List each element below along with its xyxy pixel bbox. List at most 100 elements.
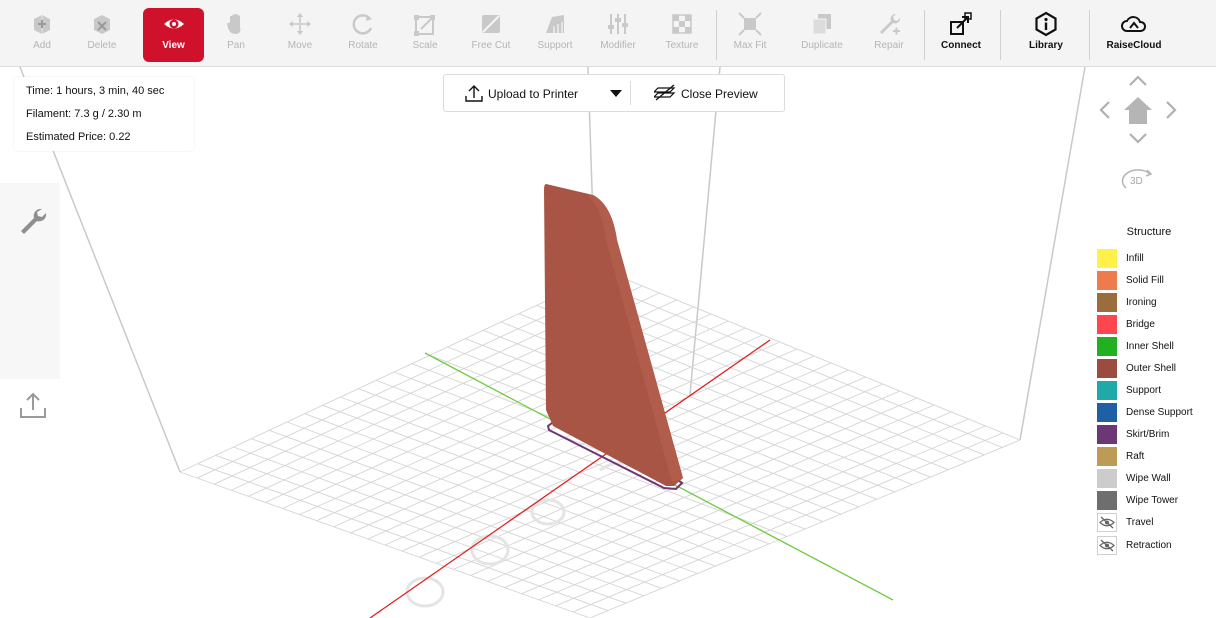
legend-label: Travel: [1126, 517, 1154, 528]
sliced-model: [544, 184, 683, 486]
legend-label: Wipe Wall: [1126, 473, 1171, 484]
delete-icon: [94, 15, 110, 34]
retraction-toggle[interactable]: [1097, 536, 1117, 555]
scale-button[interactable]: Scale: [399, 8, 451, 64]
eye-icon: [163, 19, 184, 29]
x-axis-line: [369, 339, 771, 618]
modifier-button[interactable]: Modifier: [592, 8, 644, 64]
connect-icon: [950, 12, 972, 35]
legend-label: Infill: [1126, 253, 1144, 264]
grid-line: [589, 439, 1021, 618]
travel-toggle[interactable]: [1097, 513, 1117, 532]
close-preview-button[interactable]: Close Preview: [681, 87, 758, 101]
wrench-plus-icon: [880, 13, 901, 35]
library-button[interactable]: Library: [1016, 8, 1076, 64]
texture-label: Texture: [665, 40, 699, 51]
main-toolbar: Add Delete View Pan Move Rotate Scale Fr…: [0, 0, 1216, 67]
view-left-icon[interactable]: [1097, 96, 1113, 124]
move-arrows-icon: [289, 13, 311, 35]
rotate-button[interactable]: Rotate: [337, 8, 389, 64]
grid-line: [589, 279, 1003, 448]
legend-swatch: [1097, 447, 1117, 466]
duplicate-label: Duplicate: [801, 40, 843, 51]
caret-down-icon[interactable]: [610, 90, 622, 98]
cloud-icon: [1121, 16, 1147, 32]
left-side-panel: [0, 183, 60, 379]
toolbar-divider: [1000, 10, 1001, 60]
move-button[interactable]: Move: [274, 8, 326, 64]
view-up-icon[interactable]: [1124, 72, 1152, 88]
move-label: Move: [287, 40, 313, 51]
toolbar-divider: [716, 10, 717, 60]
legend-label: Skirt/Brim: [1126, 429, 1170, 440]
estimated-price: Estimated Price: 0.22: [26, 131, 131, 143]
structure-legend: Structure Infill Solid Fill Ironing Brid…: [1088, 216, 1210, 569]
legend-swatch: [1097, 403, 1117, 422]
connect-button[interactable]: Connect: [931, 8, 991, 64]
raisecloud-label: RaiseCloud: [1106, 40, 1162, 51]
legend-label: Retraction: [1126, 540, 1172, 551]
3d-view-button[interactable]: 3D: [1120, 166, 1156, 194]
scale-icon: [414, 15, 435, 36]
delete-label: Delete: [87, 40, 117, 51]
action-divider: [630, 81, 631, 105]
eye-slash-icon: [1099, 539, 1115, 552]
scale-label: Scale: [412, 40, 438, 51]
legend-swatch: [1097, 491, 1117, 510]
home-view-icon[interactable]: [1121, 94, 1155, 126]
wrench-icon[interactable]: [18, 207, 48, 237]
eye-slash-icon: [1099, 516, 1115, 529]
legend-label: Outer Shell: [1126, 363, 1177, 374]
duplicate-icon: [812, 14, 831, 35]
connect-label: Connect: [941, 40, 981, 51]
sliders-icon: [608, 14, 628, 34]
legend-label: Solid Fill: [1126, 275, 1164, 286]
rotate-label: Rotate: [348, 40, 378, 51]
repair-button[interactable]: Repair: [863, 8, 915, 64]
legend-label: Wipe Tower: [1126, 495, 1179, 506]
legend-swatch: [1097, 469, 1117, 488]
build-plate-grid: [179, 271, 1021, 618]
toolbar-divider: [924, 10, 925, 60]
legend-swatch: [1097, 381, 1117, 400]
3d-viewport[interactable]: [0, 67, 1216, 618]
sliced-model-edge: [588, 195, 683, 482]
add-label: Add: [33, 40, 51, 51]
view-right-icon[interactable]: [1163, 96, 1179, 124]
duplicate-button[interactable]: Duplicate: [796, 8, 848, 64]
max-fit-button[interactable]: Max Fit: [724, 8, 776, 64]
grid-line: [572, 432, 1004, 613]
pan-button[interactable]: Pan: [210, 8, 262, 64]
library-label: Library: [1029, 40, 1063, 51]
modifier-label: Modifier: [600, 40, 636, 51]
view-label: View: [162, 40, 185, 51]
legend-swatch: [1097, 315, 1117, 334]
free-cut-button[interactable]: Free Cut: [465, 8, 517, 64]
legend-swatch: [1097, 271, 1117, 290]
grid-line: [538, 418, 969, 601]
pan-label: Pan: [227, 40, 245, 51]
raisecloud-button[interactable]: RaiseCloud: [1099, 8, 1169, 64]
max-fit-label: Max Fit: [733, 40, 767, 51]
rotate-3d-icon: [1121, 169, 1153, 189]
legend-swatch: [1097, 249, 1117, 268]
rotate-icon: [352, 14, 373, 35]
3d-view-label: 3D: [1130, 176, 1143, 187]
legend-title: Structure: [1126, 226, 1172, 238]
texture-button[interactable]: Texture: [656, 8, 708, 64]
export-icon[interactable]: [18, 390, 48, 420]
checker-icon: [672, 14, 692, 34]
legend-label: Bridge: [1126, 319, 1155, 330]
toolbar-divider: [1089, 10, 1090, 60]
hand-icon: [227, 14, 241, 34]
upload-to-printer-button[interactable]: Upload to Printer: [488, 87, 579, 101]
view-button[interactable]: View: [143, 8, 204, 62]
info-hexagon-icon: [1035, 11, 1057, 37]
grid-line: [607, 271, 1021, 441]
delete-button[interactable]: Delete: [76, 8, 128, 64]
add-button[interactable]: Add: [16, 8, 68, 64]
legend-swatch: [1097, 425, 1117, 444]
view-down-icon[interactable]: [1124, 130, 1152, 146]
max-fit-icon: [738, 12, 762, 36]
support-button[interactable]: Support: [529, 8, 581, 64]
